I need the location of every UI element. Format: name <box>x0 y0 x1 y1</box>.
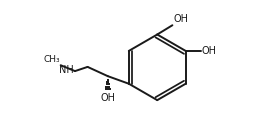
Text: OH: OH <box>100 93 115 103</box>
Text: OH: OH <box>173 14 188 24</box>
Text: CH₃: CH₃ <box>43 55 60 64</box>
Text: OH: OH <box>202 46 217 56</box>
Text: NH: NH <box>59 65 74 75</box>
